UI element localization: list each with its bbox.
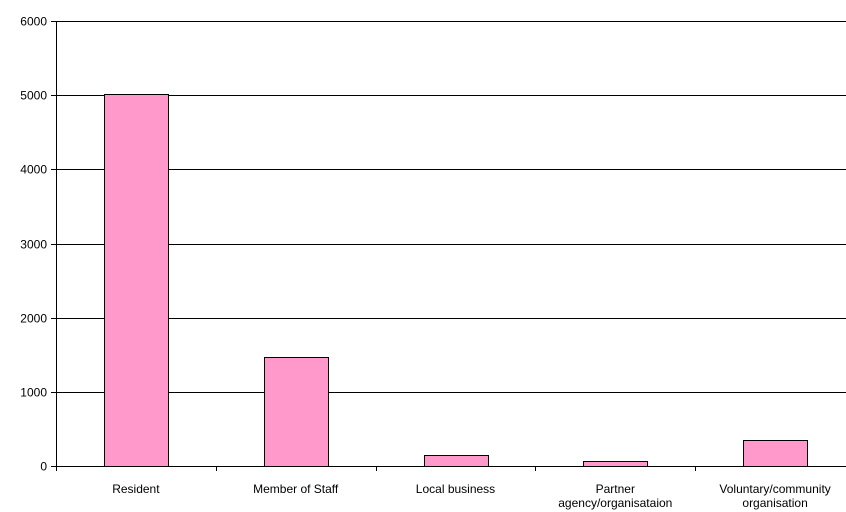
gridlines	[56, 21, 846, 393]
y-tick-label: 6000	[20, 15, 47, 29]
bar	[583, 461, 648, 467]
y-tick-label: 4000	[20, 163, 47, 177]
y-tick-label: 3000	[20, 238, 47, 252]
y-tick-label: 5000	[20, 89, 47, 103]
x-category-label: Partner agency/organisataion	[558, 482, 672, 510]
x-category-label: Voluntary/community organisation	[719, 482, 830, 510]
x-axis-category-labels: Resident Member of Staff Local business Par…	[112, 482, 831, 510]
bar	[264, 357, 329, 467]
bar	[424, 455, 489, 467]
x-category-label: Member of Staff	[253, 482, 339, 496]
bar	[104, 94, 169, 467]
y-tick-label: 1000	[20, 386, 47, 400]
bars	[104, 94, 808, 467]
x-category-label: Resident	[112, 482, 160, 496]
x-category-label: Local business	[416, 482, 495, 496]
y-tick-label: 0	[40, 460, 47, 474]
axes	[51, 21, 846, 471]
y-axis-tick-labels: 0 1000 2000 3000 4000 5000 6000	[20, 15, 47, 474]
y-tick-label: 2000	[20, 312, 47, 326]
bar	[743, 440, 808, 467]
